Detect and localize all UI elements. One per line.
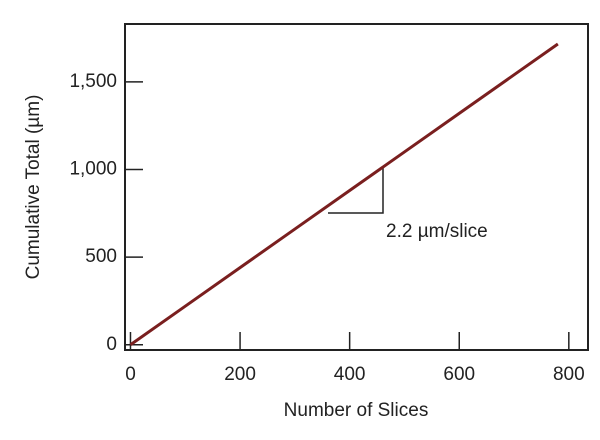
x-tick-label: 800: [553, 364, 585, 385]
y-tick-label: 500: [85, 246, 117, 267]
plot-frame: [124, 23, 589, 351]
y-tick-label: 0: [106, 334, 117, 355]
y-tick-label: 1,000: [69, 158, 117, 179]
x-tick-label: 0: [125, 364, 136, 385]
y-axis-label: Cumulative Total (µm): [23, 95, 44, 280]
x-tick-label: 400: [334, 364, 366, 385]
x-tick-label: 600: [443, 364, 475, 385]
y-tick-label: 1,500: [69, 71, 117, 92]
annotation: 2.2 µm/slice: [386, 221, 488, 242]
slope-marker: [328, 168, 384, 214]
x-axis-label: Number of Slices: [284, 400, 429, 421]
data-line: [129, 42, 559, 346]
x-tick-label: 200: [224, 364, 256, 385]
